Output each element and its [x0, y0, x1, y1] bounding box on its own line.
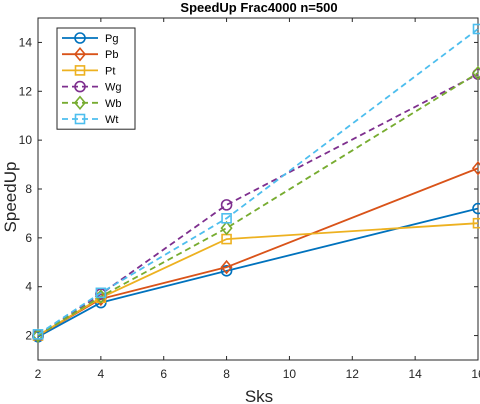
- data-point-wb: [471, 65, 480, 81]
- series-wt: [32, 23, 480, 340]
- legend-label-wt: Wt: [105, 114, 118, 126]
- data-point-pg: [472, 202, 480, 215]
- series-line-pb: [37, 167, 479, 337]
- series-pt: [32, 217, 480, 341]
- y-tick-label: 12: [19, 84, 33, 98]
- legend-label-wg: Wg: [105, 82, 122, 94]
- legend: Pg Pb Pt Wg Wb Wt: [56, 27, 136, 130]
- x-tick-label: 12: [346, 367, 360, 381]
- data-point-wg: [220, 199, 233, 211]
- plot-area: 2 4 6 8 10 12 14 16 2 4 6 8 10 12 14: [19, 17, 480, 381]
- legend-marker-pg: [74, 32, 86, 44]
- series-line-pg: [37, 207, 479, 338]
- legend-label-pt: Pt: [105, 65, 115, 77]
- data-point-wt: [472, 23, 480, 35]
- data-point-wt: [95, 287, 107, 299]
- legend-marker-pt: [74, 65, 86, 76]
- y-tick-label: 14: [19, 35, 33, 49]
- data-point-pg: [220, 265, 233, 277]
- y-tick-label: 4: [25, 280, 32, 294]
- y-tick-label: 8: [25, 182, 32, 196]
- y-tick-label: 6: [25, 231, 32, 245]
- legend-label-pb: Pb: [105, 49, 118, 61]
- chart-title: SpeedUp Frac4000 n=500: [180, 0, 337, 15]
- legend-box: [56, 27, 136, 130]
- x-axis-label: Sks: [245, 387, 273, 404]
- data-point-pb: [471, 160, 480, 176]
- legend-label-pg: Pg: [105, 33, 118, 45]
- x-tick-label: 6: [160, 367, 167, 381]
- y-tick-label: 2: [25, 329, 32, 343]
- x-tick-label: 4: [98, 367, 105, 381]
- y-tick-label: 10: [19, 133, 33, 147]
- series-line-wg: [37, 73, 479, 337]
- legend-marker-pb: [73, 46, 87, 62]
- legend-marker-wb: [73, 95, 87, 111]
- x-tick-label: 16: [471, 367, 480, 381]
- x-tick-label: 8: [223, 367, 230, 381]
- x-tick-label: 2: [35, 367, 42, 381]
- data-point-pt: [472, 217, 480, 229]
- legend-label-wb: Wb: [105, 98, 122, 110]
- series-line-wb: [37, 72, 479, 337]
- data-point-pb: [220, 259, 233, 275]
- data-point-wt: [221, 213, 232, 224]
- data-point-wt: [32, 329, 44, 340]
- data-point-wb: [31, 328, 45, 343]
- x-tick-label: 10: [283, 367, 297, 381]
- data-point-wb: [220, 220, 233, 236]
- series-pg: [32, 202, 480, 343]
- legend-marker-wg: [74, 80, 86, 93]
- legend-marker-wt: [74, 113, 86, 125]
- series-line-pt: [37, 222, 479, 337]
- y-axis-label: SpeedUp: [1, 162, 20, 233]
- x-tick-label: 14: [408, 367, 422, 381]
